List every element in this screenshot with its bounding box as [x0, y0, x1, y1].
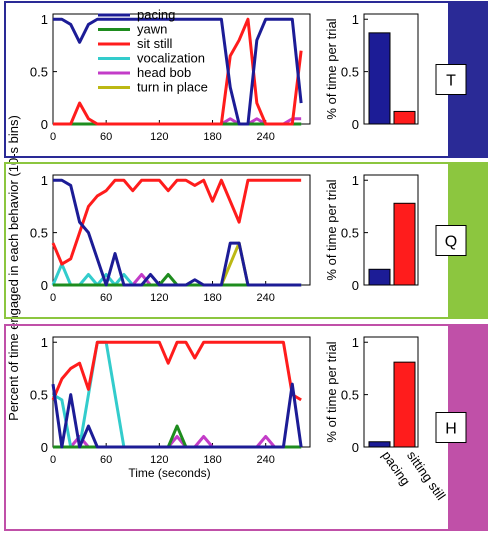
bar-sitting-still — [393, 110, 416, 125]
series-line-pacing — [51, 382, 303, 449]
x-tick-label: 120 — [150, 131, 168, 143]
x-tick-label: 180 — [203, 292, 221, 304]
x-tick-label: 60 — [100, 454, 112, 466]
bar-pacing — [368, 32, 391, 125]
x-tick-label: 120 — [150, 454, 168, 466]
bar-y-axis-label: % of time per trial — [324, 341, 339, 442]
legend-label: pacing — [137, 7, 175, 22]
y-tick-label: 0.5 — [30, 65, 48, 80]
y-tick-label: 0 — [41, 117, 48, 132]
panel-letter-box — [435, 225, 467, 256]
y-tick-label: 1 — [41, 173, 48, 188]
x-tick-label: 0 — [50, 292, 56, 304]
y-axis-label: Percent of time engaged in each behavior… — [6, 115, 21, 421]
y-tick-label: 1 — [41, 335, 48, 350]
x-tick-label: 180 — [203, 131, 221, 143]
panel-letter: T — [446, 73, 456, 90]
panel-letter-box — [435, 412, 467, 443]
y-tick-label: 0 — [41, 440, 48, 455]
series-line-sit-still — [53, 17, 303, 126]
series-line-sit-still — [51, 178, 302, 266]
bar-plot-frame — [363, 13, 419, 125]
bar-sitting-still — [393, 202, 416, 286]
x-tick-label: 180 — [203, 454, 221, 466]
panel-h: H 0 0.5 1 0 60 120 180 240 Time (seconds) 0 0.5 1 % o… — [4, 324, 488, 531]
panel-letter: Q — [445, 234, 457, 251]
bar-y-tick-label: 1 — [352, 335, 359, 350]
x-tick-label: 240 — [257, 454, 275, 466]
x-tick-label: 0 — [50, 454, 56, 466]
x-tick-label: 120 — [150, 292, 168, 304]
bar-pacing — [368, 268, 391, 286]
x-axis-label: Time (seconds) — [128, 466, 210, 480]
series-line-sit-still — [51, 340, 302, 402]
x-tick-label: 240 — [257, 292, 275, 304]
legend-label: head bob — [137, 65, 191, 80]
x-tick-label: 0 — [50, 131, 56, 143]
bar-sitting-still — [393, 361, 416, 448]
legend-label: turn in place — [137, 80, 208, 95]
y-tick-label: 0.5 — [30, 388, 48, 403]
series-line-vocalization — [51, 262, 302, 287]
bar-pacing — [368, 441, 391, 448]
bar-y-tick-label: 0 — [352, 117, 359, 132]
panel-q: Q 0 0.5 1 0 60 120 180 240 0 0.5 1 % of time per tri… — [4, 162, 488, 319]
y-tick-label: 0.5 — [30, 226, 48, 241]
y-tick-label: 0 — [41, 278, 48, 293]
series-line-head-bob — [53, 435, 302, 449]
bar-y-axis-label: % of time per trial — [324, 179, 339, 280]
legend-label: yawn — [137, 22, 167, 37]
bar-y-tick-label: 0.5 — [341, 226, 359, 241]
bar-plot-frame — [363, 174, 419, 286]
bar-plot-frame — [363, 336, 419, 448]
x-tick-label: 240 — [257, 131, 275, 143]
panel-letter: H — [445, 421, 457, 438]
bar-y-tick-label: 0.5 — [341, 388, 359, 403]
x-tick-label: 60 — [100, 292, 112, 304]
y-tick-label: 1 — [41, 12, 48, 27]
series-line-pacing — [53, 17, 303, 126]
bar-y-tick-label: 0.5 — [341, 65, 359, 80]
bar-y-tick-label: 0 — [352, 278, 359, 293]
legend-label: vocalization — [137, 51, 205, 66]
bar-y-tick-label: 1 — [352, 12, 359, 27]
series-line-pacing — [53, 178, 302, 287]
panel-letter-box — [435, 64, 467, 95]
line-plot-frame — [52, 174, 311, 286]
x-tick-label: 60 — [100, 131, 112, 143]
bar-y-tick-label: 1 — [352, 173, 359, 188]
legend-label: sit still — [137, 36, 173, 51]
bar-y-axis-label: % of time per trial — [324, 18, 339, 119]
bar-y-tick-label: 0 — [352, 440, 359, 455]
